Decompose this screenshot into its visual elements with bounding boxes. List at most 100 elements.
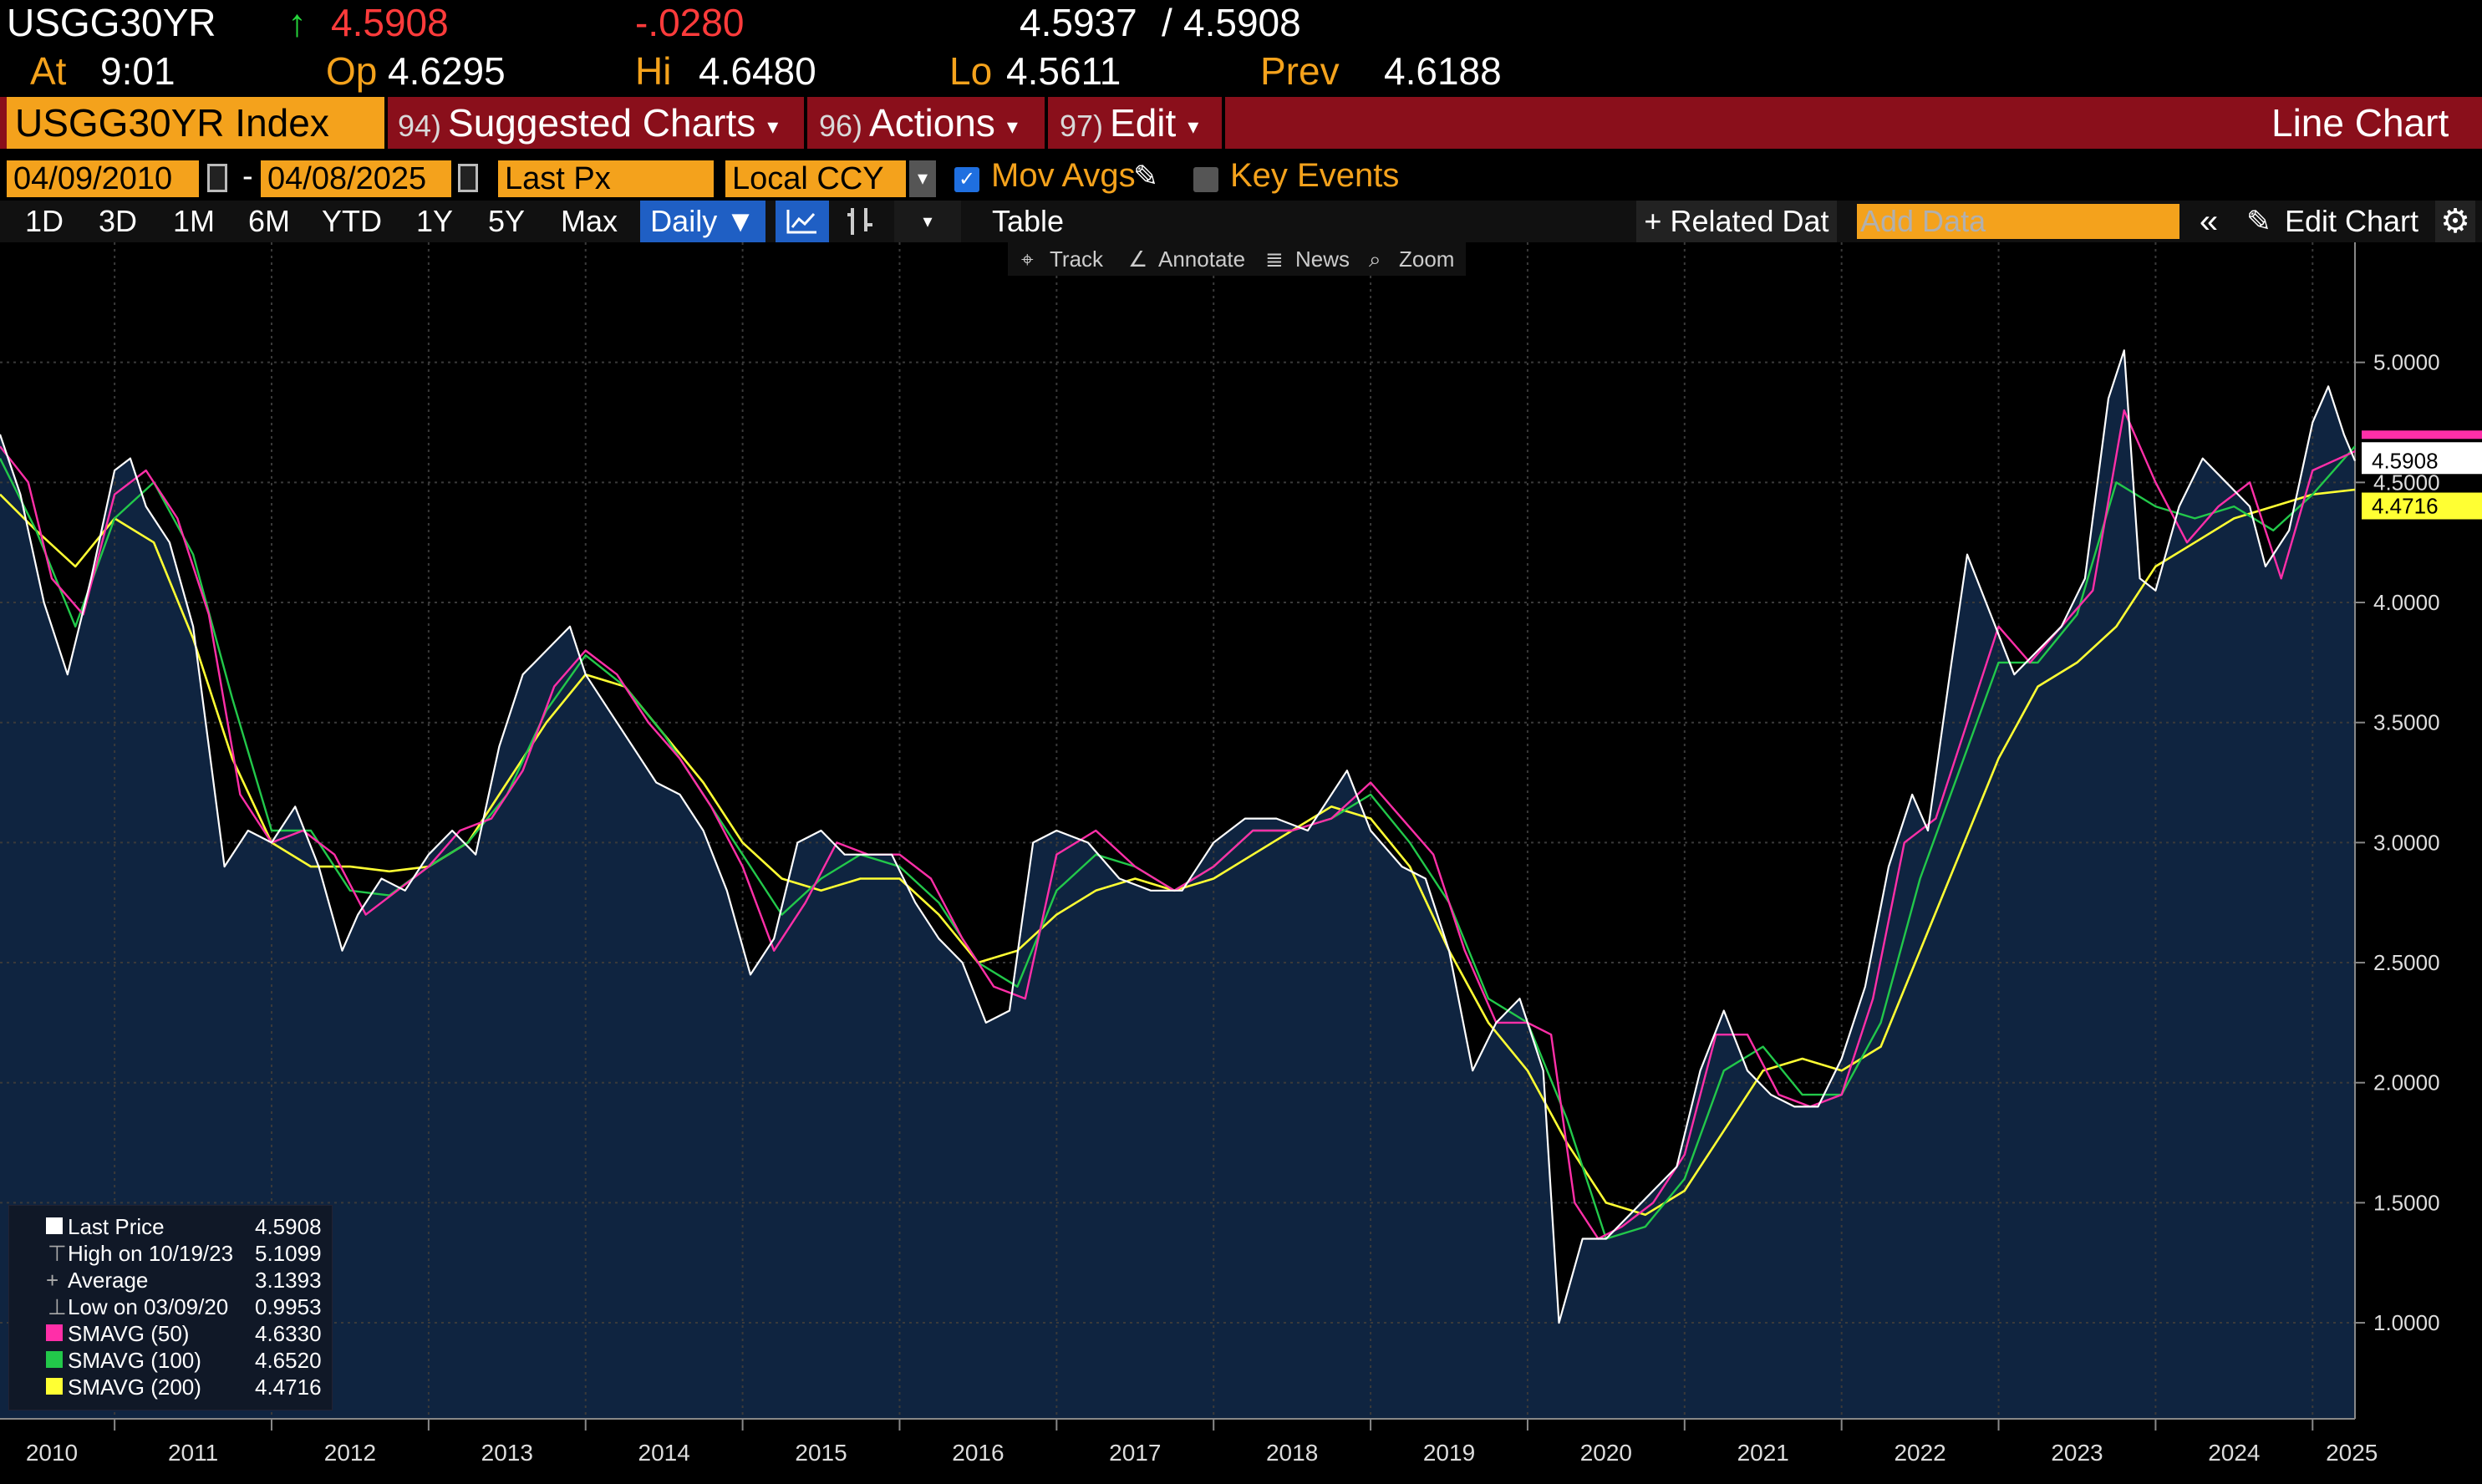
legend-high-value: 5.1099 [255,1241,322,1266]
actions-menu[interactable]: 96) Actions ▾ [819,97,1018,149]
gear-icon[interactable]: ⚙ [2435,201,2475,242]
security-field[interactable]: USGG30YR Index [7,97,384,149]
low-label: Lo [949,49,993,93]
date-range-dash: - [242,159,253,194]
zoom-button[interactable]: Zoom [1399,246,1455,272]
ticker: USGG30YR [7,1,216,44]
y-tick-label: 2.5000 [2373,950,2440,975]
menu-bar [0,97,2482,149]
range-5y[interactable]: 5Y [487,204,526,238]
start-date-input[interactable]: 04/09/2010 [7,160,199,197]
menu-divider [1222,97,1225,149]
key-events-label[interactable]: Key Events [1230,157,1400,194]
key-events-checkbox[interactable] [1193,167,1218,192]
legend-low-value: 0.9953 [255,1294,322,1319]
price-area-fill [0,350,2355,1419]
frequency-select[interactable]: Daily ▼ [640,201,765,242]
x-tick-label: 2013 [481,1440,533,1466]
x-tick-label: 2025 [2326,1440,2378,1466]
range-6m[interactable]: 6M [247,204,290,238]
edit-menu[interactable]: 97) Edit ▾ [1060,97,1198,149]
low-value: 4.5611 [1006,49,1121,93]
bid-price: 4.5937 [1020,1,1137,44]
price-chart[interactable]: 1.0000 1.5000 2.0000 2.5000 3.0000 3.5000 4.00… [0,242,2482,1484]
bid-ask-separator: / [1162,1,1172,44]
sma200-tag [2362,492,2482,520]
y-tick-label: 1.5000 [2373,1190,2440,1215]
range-ytd[interactable]: YTD [322,204,382,238]
legend-average-value: 3.1393 [255,1268,322,1293]
legend-last-label: Last Price [68,1214,165,1239]
range-3d[interactable]: 3D [98,204,138,238]
x-tick-label: 2024 [2208,1440,2260,1466]
pencil-icon[interactable]: ✎ [1133,159,1159,193]
edit-number: 97) [1060,109,1104,143]
caret-down-icon: ▾ [1006,113,1018,139]
high-marker-icon: ⊤ [48,1241,67,1266]
average-marker-icon: + [46,1268,59,1293]
calendar-icon[interactable] [207,164,227,192]
currency-dropdown-icon[interactable]: ▾ [909,160,936,197]
legend-sma50-value: 4.6330 [255,1321,322,1346]
currency-select[interactable]: Local CCY [725,160,906,197]
related-data-button[interactable]: + Related Dat [1636,201,1837,242]
menu-divider [384,97,388,149]
field-select[interactable]: Last Px [498,160,714,197]
range-max[interactable]: Max [560,204,618,238]
suggested-charts-menu[interactable]: 94) Suggested Charts ▾ [398,97,778,149]
y-tick-label: 4.0000 [2373,590,2440,615]
annotate-icon: ∠ [1128,246,1148,272]
track-button[interactable]: Track [1050,246,1104,272]
bar-chart-icon[interactable] [839,201,881,242]
y-tick-label: 3.5000 [2373,710,2440,735]
legend-sma100-value: 4.6520 [255,1348,322,1373]
sma200-swatch [46,1378,63,1395]
legend-low-label: Low on 03/09/20 [68,1294,229,1319]
chart-toolbar [1008,242,1466,276]
up-arrow-icon: ↑ [287,1,307,44]
add-data-input[interactable]: Add Data [1857,204,2179,239]
last-price: 4.5908 [331,1,449,44]
menu-divider [1045,97,1048,149]
news-button[interactable]: News [1295,246,1350,272]
legend-high-label: High on 10/19/23 [68,1241,234,1266]
x-tick-label: 2021 [1737,1440,1789,1466]
legend-sma50-label: SMAVG (50) [68,1321,190,1346]
edit-chart-button[interactable]: Edit Chart [2284,204,2419,238]
open-value: 4.6295 [388,49,506,93]
prev-value: 4.6188 [1384,49,1502,93]
menu-divider [804,97,807,149]
range-1m[interactable]: 1M [172,204,215,238]
line-chart-icon[interactable] [776,201,829,242]
ask-price: 4.5908 [1183,1,1301,44]
x-tick-label: 2012 [324,1440,376,1466]
high-label: Hi [635,49,672,93]
x-tick-label: 2010 [26,1440,78,1466]
y-tick-label: 5.0000 [2373,350,2440,375]
mov-avgs-label[interactable]: Mov Avgs [991,157,1136,194]
edit-chart-pencil-icon[interactable]: ✎ [2245,204,2272,238]
net-change: -.0280 [635,1,745,44]
legend-average-label: Average [68,1268,149,1293]
collapse-icon[interactable]: « [2199,203,2219,240]
chart-style-dropdown[interactable]: ▾ [894,201,961,242]
table-button[interactable]: Table [991,204,1065,238]
legend-last-value: 4.5908 [255,1214,322,1239]
zoom-icon: ⌕ [1369,246,1381,272]
y-tick-label: 4.5000 [2373,470,2440,495]
low-marker-icon: ⊥ [48,1294,67,1319]
actions-label: Actions [869,101,995,145]
calendar-icon[interactable] [458,164,478,192]
mov-avgs-checkbox[interactable]: ✓ [954,167,979,192]
x-tick-label: 2017 [1109,1440,1161,1466]
suggested-number: 94) [398,109,442,143]
legend-sma100-label: SMAVG (100) [68,1348,201,1373]
range-1d[interactable]: 1D [24,204,64,238]
sma200-tag-label: 4.4716 [2372,494,2439,519]
end-date-input[interactable]: 04/08/2025 [261,160,451,197]
y-tick-label: 1.0000 [2373,1310,2440,1335]
range-1y[interactable]: 1Y [415,204,454,238]
at-label: At [30,49,67,93]
annotate-button[interactable]: Annotate [1158,246,1246,272]
x-tick-label: 2015 [795,1440,847,1466]
